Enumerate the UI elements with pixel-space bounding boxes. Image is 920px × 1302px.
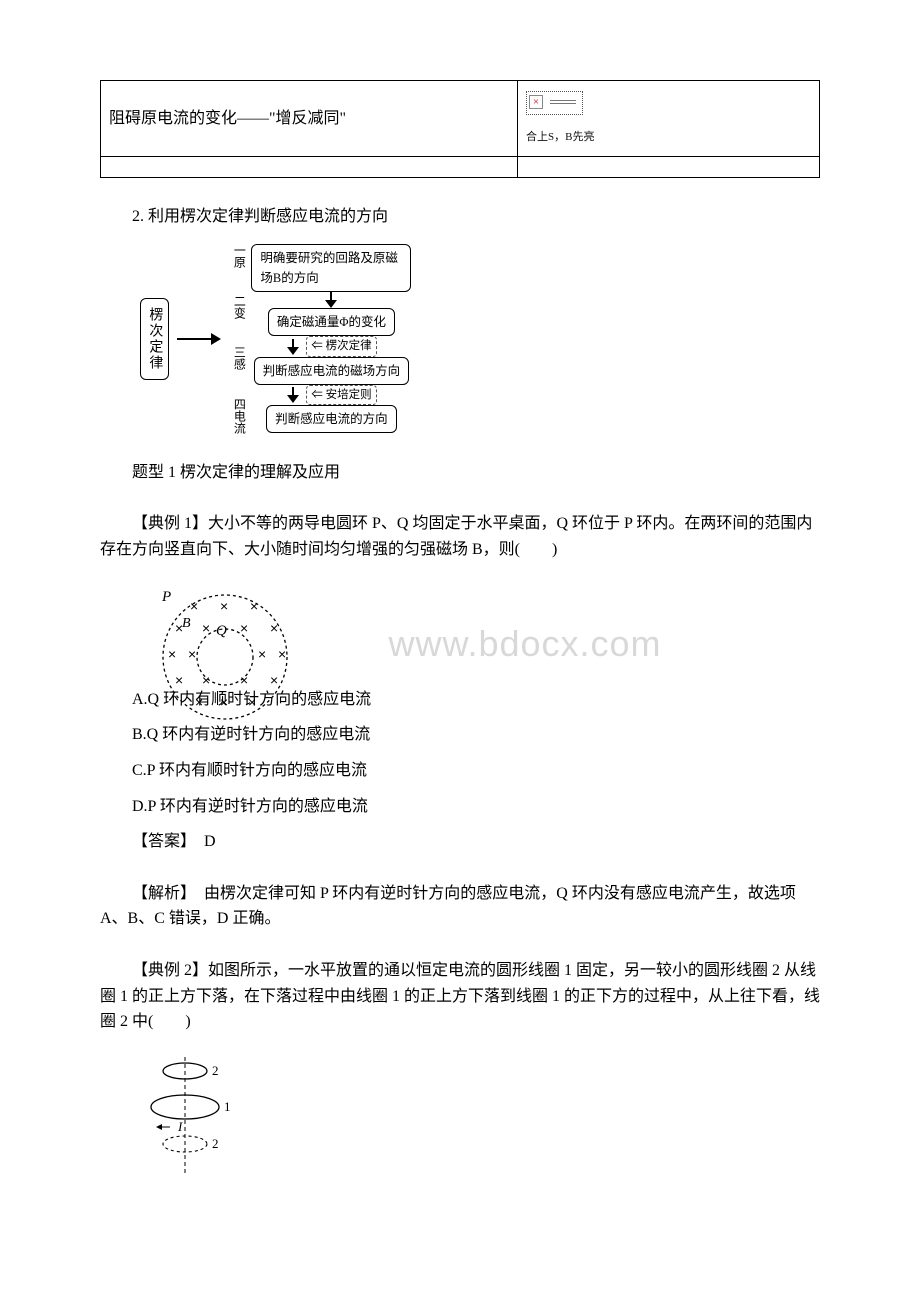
coil-label-2b: 2: [212, 1136, 219, 1151]
top-table: 阻碍原电流的变化——"增反减同" × 合上S，B先亮: [100, 80, 820, 178]
broken-image-icon: ×: [526, 91, 583, 115]
flow-boxes-column: 明确要研究的回路及原磁场B的方向 确定磁通量Φ的变化 ⇐ 楞次定律 判断感应电流…: [251, 244, 411, 433]
svg-text:×: ×: [270, 620, 278, 636]
svg-text:×: ×: [168, 646, 176, 662]
example-2-stem: 【典例 2】如图所示，一水平放置的通以恒定电流的圆形线圈 1 固定，另一较小的圆…: [100, 958, 820, 1035]
svg-text:×: ×: [250, 598, 258, 614]
example-1-explanation: 【解析】 由楞次定律可知 P 环内有逆时针方向的感应电流，Q 环内没有感应电流产…: [100, 881, 820, 932]
option-d: D.P 环内有逆时针方向的感应电流: [100, 794, 820, 820]
option-b: B.Q 环内有逆时针方向的感应电流: [100, 722, 820, 748]
step-label: 二变: [233, 295, 245, 319]
step-label: 四电流: [233, 398, 245, 434]
arrow-down-icon: [286, 339, 300, 355]
x-icon: ×: [529, 95, 543, 109]
example-2-figure: 2 1 I 2: [100, 1049, 820, 1188]
right-cell-caption: 合上S，B先亮: [526, 129, 811, 147]
topic-heading: 题型 1 楞次定律的理解及应用: [100, 460, 820, 486]
svg-text:×: ×: [240, 672, 248, 688]
label-P: P: [161, 589, 171, 605]
svg-text:×: ×: [190, 598, 198, 614]
step-label: 一原: [233, 244, 245, 268]
flow-box: 确定磁通量Φ的变化: [268, 308, 395, 336]
flow-side-label: ⇐ 安培定则: [306, 385, 376, 405]
top-table-left-cell: 阻碍原电流的变化——"增反减同": [101, 81, 518, 157]
label-Q: Q: [216, 623, 227, 639]
flow-step-labels: 一原 二变 三感 四电流: [233, 244, 245, 434]
option-a: A.Q 环内有顺时针方向的感应电流: [100, 687, 820, 713]
flow-main-label: 楞次定律: [140, 298, 169, 380]
arrow-down-icon: [286, 387, 300, 403]
arrow-down-icon: [324, 292, 338, 308]
empty-cell: [518, 157, 820, 178]
svg-text:×: ×: [175, 672, 183, 688]
svg-text:×: ×: [240, 620, 248, 636]
flow-box: 判断感应电流的磁场方向: [254, 357, 410, 385]
flow-side-label: ⇐ 楞次定律: [306, 336, 376, 356]
answer-label: 【答案】 D: [100, 829, 820, 855]
label-B: B: [182, 616, 191, 631]
svg-text:×: ×: [258, 646, 266, 662]
svg-text:×: ×: [202, 672, 210, 688]
coil-label-1: 1: [224, 1099, 231, 1114]
svg-text:×: ×: [188, 646, 196, 662]
coil-diagram-svg: 2 1 I 2: [140, 1049, 250, 1179]
empty-cell: [101, 157, 518, 178]
current-label-I: I: [177, 1119, 183, 1134]
svg-text:×: ×: [202, 620, 210, 636]
example-1-stem: 【典例 1】大小不等的两导电圆环 P、Q 均固定于水平桌面，Q 环位于 P 环内…: [100, 511, 820, 562]
arrow-right-icon: [177, 338, 219, 340]
flow-box: 明确要研究的回路及原磁场B的方向: [251, 244, 411, 292]
flow-box: 判断感应电流的方向: [266, 405, 397, 433]
step-label: 三感: [233, 346, 245, 370]
svg-text:×: ×: [270, 672, 278, 688]
left-cell-text: 阻碍原电流的变化——"增反减同": [109, 110, 346, 127]
svg-text:×: ×: [175, 620, 183, 636]
svg-text:×: ×: [220, 598, 228, 614]
placeholder-bars-icon: [550, 98, 576, 106]
flow-diagram: 楞次定律 一原 二变 三感 四电流 明确要研究的回路及原磁场B的方向 确定磁通量…: [100, 244, 820, 434]
coil-label-2: 2: [212, 1063, 219, 1078]
top-table-right-cell: × 合上S，B先亮: [518, 81, 820, 157]
section-heading-2: 2. 利用楞次定律判断感应电流的方向: [100, 204, 820, 230]
option-c: C.P 环内有顺时针方向的感应电流: [100, 758, 820, 784]
example-1-options: A.Q 环内有顺时针方向的感应电流 B.Q 环内有逆时针方向的感应电流 C.P …: [100, 687, 820, 855]
svg-text:×: ×: [278, 646, 286, 662]
